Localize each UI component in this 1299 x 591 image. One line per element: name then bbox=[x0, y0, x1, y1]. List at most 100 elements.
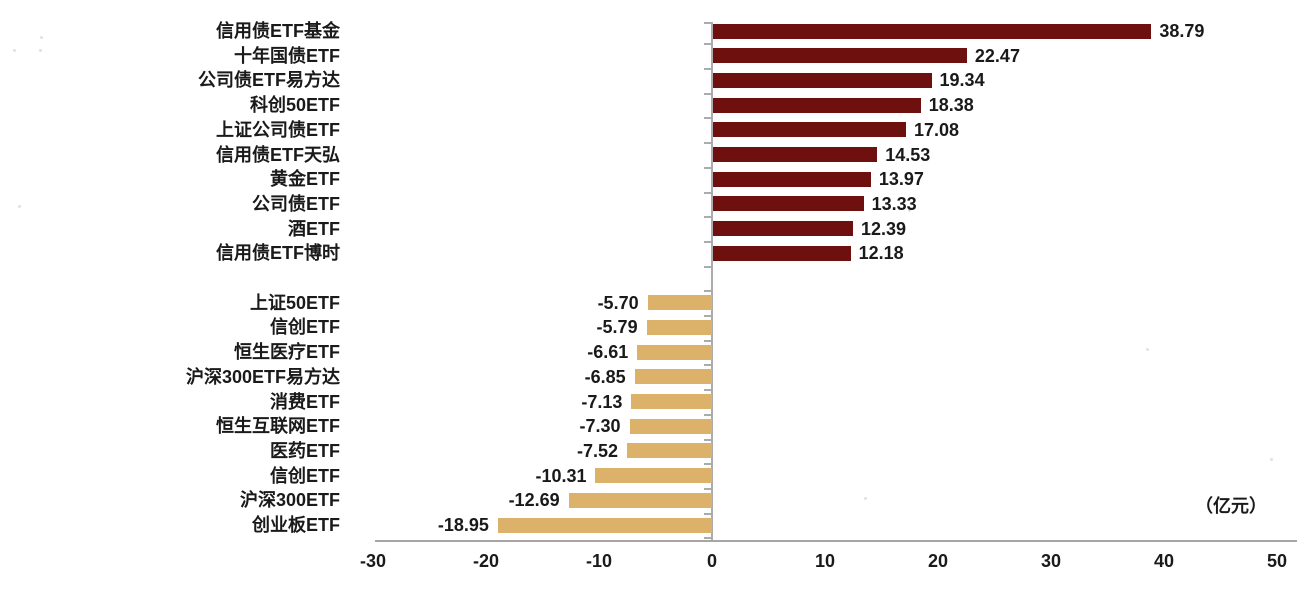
bar-negative bbox=[631, 394, 712, 409]
scan-speck bbox=[908, 209, 911, 212]
x-axis-tick-label: -30 bbox=[359, 551, 386, 571]
value-label: -6.85 bbox=[584, 366, 626, 387]
scan-speck bbox=[1270, 458, 1273, 461]
category-label: 信用债ETF基金 bbox=[216, 21, 340, 41]
value-label: 13.33 bbox=[871, 193, 917, 214]
bar-positive bbox=[713, 48, 967, 64]
x-axis-tick-label: 10 bbox=[814, 551, 836, 571]
category-tick bbox=[704, 142, 711, 145]
category-tick bbox=[704, 92, 711, 95]
bar-positive bbox=[713, 72, 932, 88]
value-label: -6.61 bbox=[587, 342, 629, 363]
category-label: 信用债ETF天弘 bbox=[216, 144, 340, 165]
category-tick bbox=[704, 413, 711, 416]
category-tick bbox=[704, 389, 711, 392]
category-label: 恒生医疗ETF bbox=[234, 342, 340, 363]
value-label: -5.70 bbox=[597, 292, 639, 313]
value-label: -12.69 bbox=[508, 490, 560, 511]
x-axis-line bbox=[375, 540, 1297, 542]
category-tick bbox=[704, 438, 711, 441]
bar-negative bbox=[595, 468, 712, 484]
scan-speck bbox=[1146, 348, 1149, 351]
value-label: 22.47 bbox=[974, 45, 1020, 66]
category-label: 公司债ETF bbox=[252, 193, 340, 214]
bar-negative bbox=[647, 295, 712, 311]
bar-positive bbox=[713, 171, 871, 187]
category-label: 沪深300ETF bbox=[239, 490, 340, 511]
bar-positive bbox=[713, 97, 921, 113]
scan-speck bbox=[39, 49, 42, 52]
bar-positive bbox=[713, 23, 1152, 39]
category-label: 信创ETF bbox=[270, 317, 340, 338]
axis-unit-label: （亿元） bbox=[1195, 496, 1267, 516]
category-label: 恒生互联网ETF bbox=[216, 416, 340, 437]
category-label: 十年国债ETF bbox=[234, 45, 340, 66]
value-label: 38.79 bbox=[1159, 21, 1205, 41]
x-axis-tick-label: 20 bbox=[927, 551, 949, 571]
category-label: 黄金ETF bbox=[270, 169, 340, 190]
bar-positive bbox=[713, 221, 853, 237]
category-tick bbox=[704, 166, 711, 169]
value-label: 17.08 bbox=[914, 119, 960, 140]
x-axis-tick-label: 0 bbox=[706, 551, 717, 571]
zero-baseline bbox=[711, 22, 713, 540]
value-label: -5.79 bbox=[596, 317, 638, 338]
value-label: -18.95 bbox=[437, 515, 489, 535]
value-label: -7.52 bbox=[577, 440, 619, 461]
scan-speck bbox=[40, 36, 43, 39]
category-label: 公司债ETF易方达 bbox=[198, 70, 340, 91]
bar-negative bbox=[637, 344, 712, 360]
scan-speck bbox=[13, 49, 16, 52]
category-tick bbox=[704, 487, 711, 490]
category-label: 沪深300ETF易方达 bbox=[185, 366, 340, 387]
x-axis-tick-label: 50 bbox=[1266, 551, 1288, 571]
category-label: 信用债ETF博时 bbox=[216, 243, 340, 264]
bar-positive bbox=[713, 245, 851, 261]
value-label: 12.18 bbox=[858, 243, 904, 264]
bar-negative bbox=[497, 517, 712, 533]
category-tick bbox=[704, 537, 711, 540]
category-label: 创业板ETF bbox=[252, 515, 340, 535]
value-label: 14.53 bbox=[885, 144, 931, 165]
value-label: -7.13 bbox=[581, 391, 623, 412]
value-label: 12.39 bbox=[861, 218, 907, 239]
x-axis-tick-label: 30 bbox=[1040, 551, 1062, 571]
bar-negative bbox=[634, 369, 712, 385]
category-tick bbox=[704, 290, 711, 293]
value-label: -7.30 bbox=[579, 416, 621, 437]
category-tick bbox=[704, 216, 711, 219]
category-label: 酒ETF bbox=[288, 218, 340, 239]
category-label: 医药ETF bbox=[270, 440, 340, 461]
category-label: 消费ETF bbox=[270, 391, 340, 412]
bar-negative bbox=[629, 418, 712, 434]
category-tick bbox=[704, 68, 711, 71]
category-tick bbox=[704, 191, 711, 194]
category-tick bbox=[704, 240, 711, 243]
category-label: 上证公司债ETF bbox=[216, 119, 340, 140]
value-label: -10.31 bbox=[535, 465, 587, 486]
value-label: 19.34 bbox=[939, 70, 985, 91]
category-tick bbox=[704, 22, 711, 24]
scan-speck bbox=[18, 205, 21, 208]
category-tick bbox=[704, 265, 711, 268]
x-axis-tick-label: -20 bbox=[472, 551, 499, 571]
category-label: 科创50ETF bbox=[249, 95, 340, 116]
scan-speck bbox=[864, 497, 867, 500]
x-axis-tick-label: 40 bbox=[1153, 551, 1175, 571]
category-label: 上证50ETF bbox=[249, 292, 340, 313]
x-axis-tick-label: -10 bbox=[585, 551, 612, 571]
category-tick bbox=[704, 364, 711, 367]
bar-positive bbox=[713, 196, 864, 212]
category-tick bbox=[704, 117, 711, 120]
bar-positive bbox=[713, 147, 878, 162]
category-tick bbox=[704, 463, 711, 466]
value-label: 13.97 bbox=[878, 169, 924, 190]
bar-negative bbox=[568, 492, 712, 508]
category-tick bbox=[704, 339, 711, 342]
category-label: 信创ETF bbox=[270, 465, 340, 486]
category-tick bbox=[704, 43, 711, 46]
category-tick bbox=[704, 512, 711, 515]
bar-negative bbox=[646, 319, 712, 335]
value-label: 18.38 bbox=[928, 95, 974, 116]
